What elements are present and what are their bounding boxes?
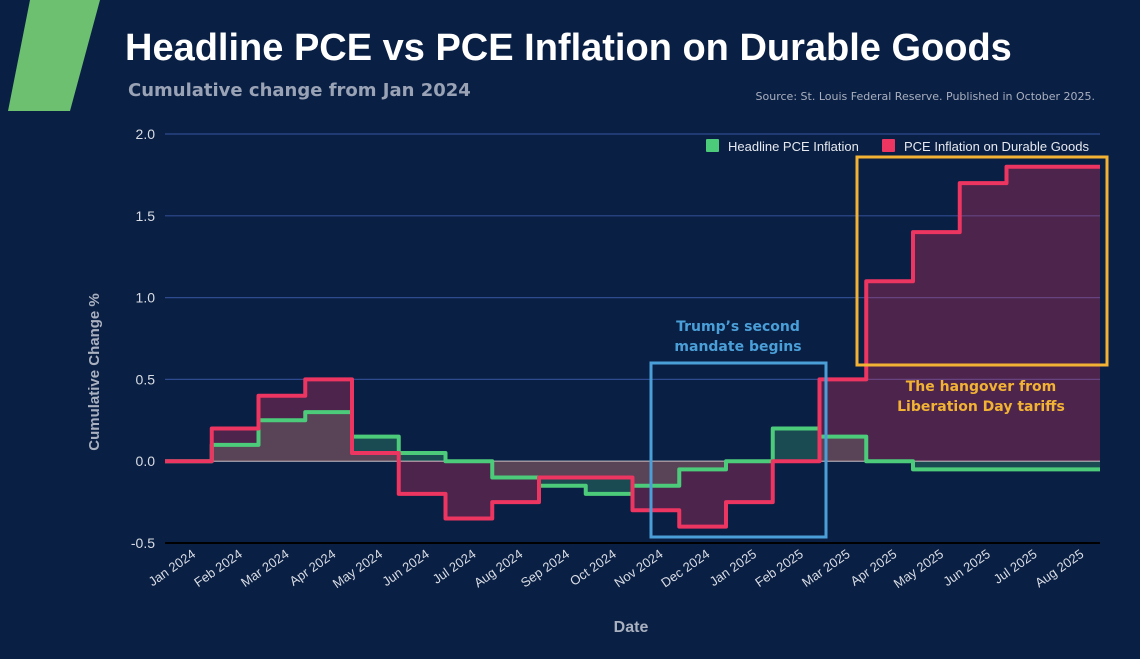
x-tick-label: Jan 2025 [707, 546, 759, 589]
x-tick-label: Apr 2024 [287, 546, 339, 589]
y-tick-label: 0.0 [136, 453, 156, 469]
x-tick-label: Feb 2025 [752, 546, 806, 590]
source-note: Source: St. Louis Federal Reserve. Publi… [755, 90, 1095, 103]
x-tick-label: Jun 2025 [940, 546, 992, 589]
page-subtitle: Cumulative change from Jan 2024 [128, 80, 471, 101]
page-title: Headline PCE vs PCE Inflation on Durable… [125, 27, 1012, 69]
logo-shape [8, 0, 100, 111]
annotation-box [649, 361, 828, 539]
x-tick-label: Nov 2024 [611, 546, 665, 590]
annotation-text: mandate begins [674, 339, 801, 355]
x-tick-label: Dec 2024 [658, 546, 712, 590]
legend-swatch [706, 139, 719, 152]
series-line-0 [165, 410, 1100, 496]
annotation-box [855, 155, 1109, 367]
legend-swatch [882, 139, 895, 152]
x-tick-label: Apr 2025 [848, 546, 900, 589]
legend-label: Headline PCE Inflation [728, 139, 859, 154]
x-tick-label: Aug 2025 [1032, 546, 1086, 590]
legend-label: PCE Inflation on Durable Goods [904, 139, 1089, 154]
x-tick-label: Sep 2024 [518, 546, 572, 590]
y-tick-label: -0.5 [131, 535, 155, 551]
y-tick-label: 1.0 [136, 290, 156, 306]
y-tick-label: 2.0 [136, 126, 156, 142]
annotation-text: Trump’s second [676, 319, 800, 335]
x-tick-label: Jul 2025 [991, 546, 1040, 586]
x-axis-label: Date [614, 619, 649, 636]
x-tick-label: Jun 2024 [379, 546, 431, 589]
x-tick-label: Jan 2024 [146, 546, 198, 589]
series-fill-1 [165, 166, 1100, 527]
x-tick-label: Aug 2024 [471, 546, 525, 590]
y-tick-label: 0.5 [136, 371, 156, 387]
annotation-text: Liberation Day tariffs [897, 399, 1065, 415]
x-tick-label: May 2025 [891, 546, 946, 591]
x-tick-label: May 2024 [330, 546, 385, 591]
x-tick-label: Mar 2024 [238, 546, 292, 590]
y-axis-label: Cumulative Change % [86, 293, 103, 451]
series-fill-0 [165, 412, 1100, 494]
series-line-1 [165, 164, 1100, 529]
x-tick-label: Feb 2024 [191, 546, 245, 590]
x-tick-label: Jul 2024 [430, 546, 479, 586]
y-tick-label: 1.5 [136, 208, 156, 224]
x-tick-label: Oct 2024 [567, 546, 619, 589]
x-tick-label: Mar 2025 [799, 546, 853, 590]
annotation-text: The hangover from [906, 379, 1057, 395]
